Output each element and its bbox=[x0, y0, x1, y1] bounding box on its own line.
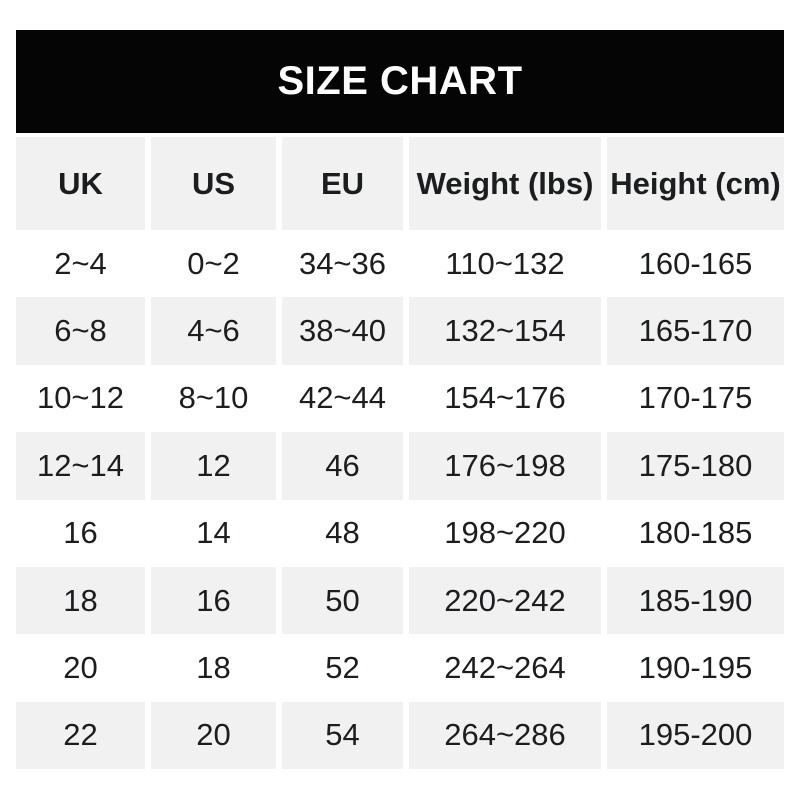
table-cell: 34~36 bbox=[282, 230, 403, 298]
table-cell: 176~198 bbox=[409, 432, 601, 500]
table-cell: 4~6 bbox=[151, 297, 276, 365]
table-cell: 242~264 bbox=[409, 634, 601, 702]
size-chart-banner: SIZE CHART bbox=[16, 30, 784, 133]
table-cell: 198~220 bbox=[409, 499, 601, 567]
table-cell: 195-200 bbox=[607, 701, 784, 770]
table-cell: 132~154 bbox=[409, 297, 601, 365]
table-cell: 12~14 bbox=[16, 432, 145, 500]
table-cell: 14 bbox=[151, 499, 276, 567]
table-cell: 48 bbox=[282, 499, 403, 567]
table-row: 16 14 48 198~220 180-185 bbox=[16, 499, 784, 567]
table-cell: 0~2 bbox=[151, 230, 276, 298]
table-row: 22 20 54 264~286 195-200 bbox=[16, 701, 784, 770]
table-cell: 110~132 bbox=[409, 230, 601, 298]
size-table: UK US EU Weight (lbs) Height (cm) 2~4 0~2 34~36… bbox=[16, 137, 784, 770]
table-cell: 154~176 bbox=[409, 364, 601, 433]
table-header-row: UK US EU Weight (lbs) Height (cm) bbox=[16, 137, 784, 230]
table-cell: 20 bbox=[151, 701, 276, 770]
size-chart-title: SIZE CHART bbox=[277, 59, 523, 103]
table-cell: 175-180 bbox=[607, 432, 784, 500]
table-cell: 264~286 bbox=[409, 701, 601, 770]
table-cell: 42~44 bbox=[282, 364, 403, 433]
table-cell: 18 bbox=[151, 634, 276, 702]
table-cell: 185-190 bbox=[607, 566, 784, 635]
table-row: 18 16 50 220~242 185-190 bbox=[16, 566, 784, 635]
table-cell: 22 bbox=[16, 701, 145, 770]
header-cell: EU bbox=[282, 137, 403, 230]
table-cell: 190-195 bbox=[607, 634, 784, 702]
table-cell: 50 bbox=[282, 566, 403, 635]
table-cell: 6~8 bbox=[16, 297, 145, 365]
table-cell: 18 bbox=[16, 566, 145, 635]
table-cell: 165-170 bbox=[607, 297, 784, 365]
table-row: 2~4 0~2 34~36 110~132 160-165 bbox=[16, 230, 784, 298]
header-cell: Weight (lbs) bbox=[409, 137, 601, 230]
table-cell: 170-175 bbox=[607, 364, 784, 433]
table-cell: 16 bbox=[16, 499, 145, 567]
table-cell: 20 bbox=[16, 634, 145, 702]
table-cell: 160-165 bbox=[607, 230, 784, 298]
table-row: 12~14 12 46 176~198 175-180 bbox=[16, 432, 784, 500]
header-cell: Height (cm) bbox=[607, 137, 784, 230]
table-cell: 180-185 bbox=[607, 499, 784, 567]
table-row: 6~8 4~6 38~40 132~154 165-170 bbox=[16, 297, 784, 365]
table-cell: 2~4 bbox=[16, 230, 145, 298]
table-cell: 38~40 bbox=[282, 297, 403, 365]
table-cell: 46 bbox=[282, 432, 403, 500]
table-cell: 10~12 bbox=[16, 364, 145, 433]
table-cell: 54 bbox=[282, 701, 403, 770]
table-cell: 8~10 bbox=[151, 364, 276, 433]
table-cell: 52 bbox=[282, 634, 403, 702]
table-cell: 12 bbox=[151, 432, 276, 500]
table-row: 10~12 8~10 42~44 154~176 170-175 bbox=[16, 364, 784, 433]
header-cell: US bbox=[151, 137, 276, 230]
table-cell: 220~242 bbox=[409, 566, 601, 635]
table-row: 20 18 52 242~264 190-195 bbox=[16, 634, 784, 702]
header-cell: UK bbox=[16, 137, 145, 230]
table-cell: 16 bbox=[151, 566, 276, 635]
